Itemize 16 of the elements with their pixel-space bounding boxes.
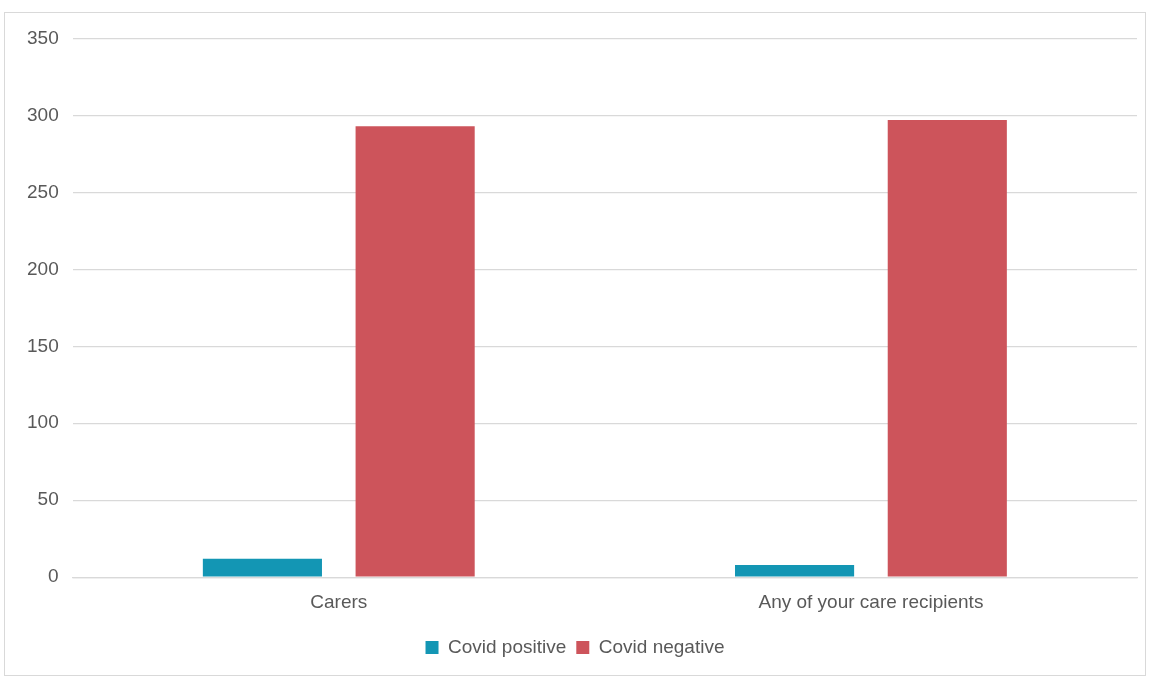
bar <box>202 558 322 577</box>
bar <box>355 126 475 577</box>
y-tick-label: 0 <box>48 565 59 587</box>
y-tick-label: 250 <box>27 180 59 202</box>
legend-label: Covid negative <box>598 635 725 657</box>
legend-label: Covid positive <box>448 635 567 657</box>
x-tick-label: Carers <box>310 590 368 612</box>
bar <box>887 119 1007 577</box>
y-tick-label: 300 <box>27 103 59 125</box>
x-tick-label: Any of your care recipients <box>758 590 984 612</box>
y-tick-label: 100 <box>27 411 59 433</box>
bar <box>735 564 855 577</box>
y-tick-label: 350 <box>27 26 59 48</box>
y-tick-label: 200 <box>27 257 59 279</box>
y-tick-label: 150 <box>27 334 59 356</box>
y-tick-label: 50 <box>37 488 59 510</box>
